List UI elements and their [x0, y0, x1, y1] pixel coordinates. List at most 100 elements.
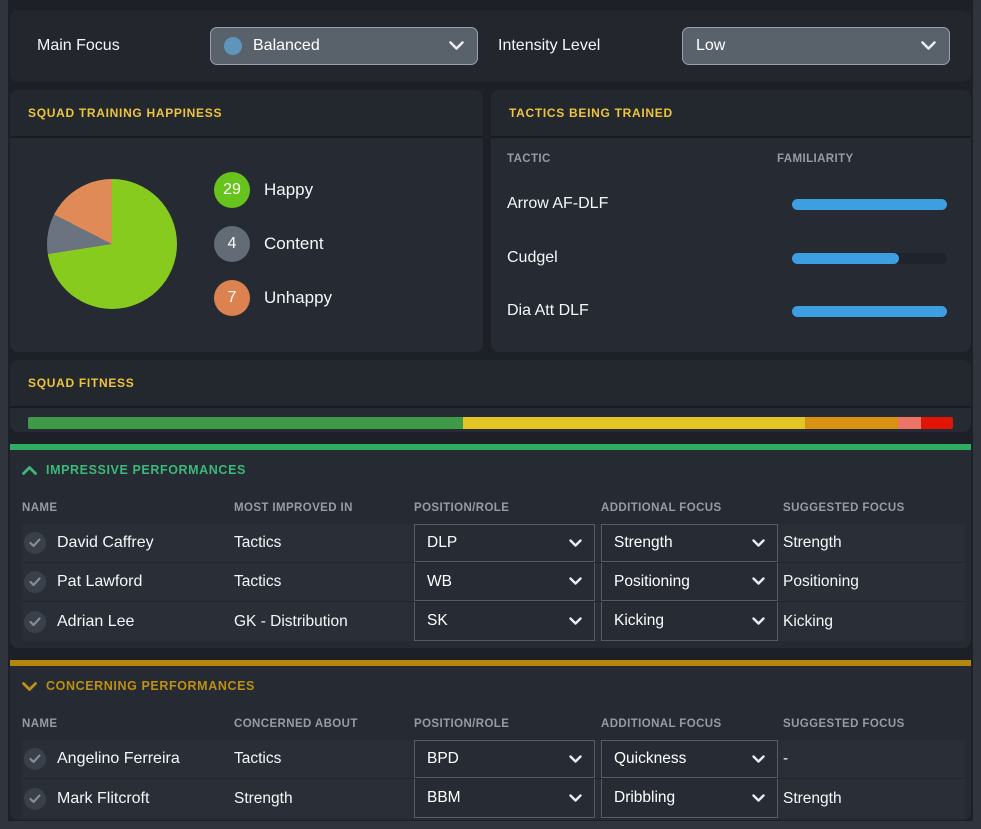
- player-row[interactable]: Pat Lawford Tactics WB Positioning Posit…: [22, 563, 965, 602]
- chevron-down-icon: [569, 754, 582, 764]
- position-role-value: DLP: [427, 534, 458, 551]
- tactic-name: Arrow AF-DLF: [507, 195, 609, 212]
- happiness-body: 29 Happy 4 Content 7 Unhappy: [10, 138, 483, 350]
- chevron-down-icon: [569, 577, 582, 586]
- most-improved-cell: Tactics: [234, 534, 282, 551]
- position-role-value: BBM: [427, 789, 461, 806]
- fitness-segment: [920, 417, 953, 429]
- section-title: IMPRESSIVE PERFORMANCES: [46, 463, 246, 477]
- impressive-performances-section: IMPRESSIVE PERFORMANCES NAME MOST IMPROV…: [10, 450, 971, 648]
- unhappy-count-badge: 7: [214, 280, 250, 316]
- squad-training-happiness-panel: SQUAD TRAINING HAPPINESS 29 Happy 4 Cont…: [10, 90, 483, 352]
- check-icon[interactable]: [24, 787, 46, 810]
- player-name: Adrian Lee: [57, 612, 135, 630]
- legend-item-happy: 29 Happy: [214, 172, 313, 208]
- concerning-rows: Angelino Ferreira Tactics BPD Quickness …: [10, 740, 971, 818]
- squad-fitness-body: [10, 408, 971, 430]
- squad-fitness-panel: SQUAD FITNESS: [10, 360, 971, 432]
- suggested-focus-cell: Strength: [783, 789, 842, 807]
- suggested-focus-column-header: SUGGESTED FOCUS: [783, 718, 905, 730]
- check-icon[interactable]: [24, 571, 46, 593]
- collapse-chevron-icon: [22, 465, 37, 475]
- position-role-column-header: POSITION/ROLE: [414, 502, 510, 514]
- concerning-section-header[interactable]: CONCERNING PERFORMANCES: [10, 672, 971, 700]
- additional-focus-dropdown[interactable]: Kicking: [601, 602, 778, 641]
- tactic-row[interactable]: Arrow AF-DLF: [507, 186, 947, 222]
- position-role-column-header: POSITION/ROLE: [414, 718, 510, 730]
- tactic-column-header: TACTIC: [507, 153, 551, 165]
- position-role-value: BPD: [427, 750, 459, 767]
- suggested-focus-column-header: SUGGESTED FOCUS: [783, 502, 905, 514]
- position-role-dropdown[interactable]: SK: [414, 602, 595, 641]
- player-row[interactable]: Angelino Ferreira Tactics BPD Quickness …: [22, 740, 965, 779]
- expand-chevron-icon: [22, 681, 37, 691]
- squad-fitness-header: SQUAD FITNESS: [10, 360, 971, 408]
- most-improved-cell: GK - Distribution: [234, 612, 348, 630]
- legend-item-content: 4 Content: [214, 226, 324, 262]
- familiarity-bar: [792, 252, 947, 264]
- intensity-level-dropdown[interactable]: Low: [682, 27, 950, 65]
- panel-title: SQUAD TRAINING HAPPINESS: [28, 106, 223, 120]
- position-role-dropdown[interactable]: DLP: [414, 524, 595, 562]
- main-focus-dropdown[interactable]: Balanced: [210, 27, 478, 65]
- player-name: Pat Lawford: [57, 573, 143, 590]
- additional-focus-dropdown[interactable]: Quickness: [601, 740, 778, 778]
- concerned-about-column-header: CONCERNED ABOUT: [234, 718, 358, 730]
- chevron-down-icon: [449, 41, 464, 51]
- tactics-panel-header: TACTICS BEING TRAINED: [491, 90, 971, 138]
- additional-focus-value: Dribbling: [614, 789, 676, 806]
- additional-focus-value: Positioning: [614, 572, 690, 590]
- familiarity-bar: [792, 198, 947, 210]
- most-improved-cell: Tactics: [234, 573, 282, 590]
- chevron-down-icon: [569, 793, 582, 803]
- balanced-dot-icon: [224, 37, 242, 55]
- player-name-cell: Adrian Lee: [22, 602, 234, 641]
- player-row[interactable]: Mark Flitcroft Strength BBM Dribbling St…: [22, 779, 965, 818]
- player-name-cell: Angelino Ferreira: [22, 740, 234, 778]
- additional-focus-dropdown[interactable]: Positioning: [601, 563, 778, 601]
- chevron-down-icon: [752, 538, 765, 548]
- fitness-segment: [28, 417, 463, 429]
- chevron-down-icon: [569, 616, 582, 626]
- suggested-focus-cell: Positioning: [783, 573, 859, 590]
- impressive-accent-border: [10, 444, 971, 450]
- fitness-segment: [805, 417, 898, 429]
- fitness-segment: [462, 417, 805, 429]
- additional-focus-dropdown[interactable]: Strength: [601, 524, 778, 562]
- most-improved-column-header: MOST IMPROVED IN: [234, 502, 353, 514]
- squad-fitness-bar: [28, 417, 953, 429]
- content-count-badge: 4: [214, 226, 250, 262]
- legend-item-unhappy: 7 Unhappy: [214, 280, 332, 316]
- check-icon[interactable]: [24, 532, 46, 554]
- additional-focus-value: Strength: [614, 534, 673, 551]
- position-role-dropdown[interactable]: BBM: [414, 779, 595, 818]
- suggested-focus-cell: Strength: [783, 534, 842, 551]
- tactic-row[interactable]: Dia Att DLF: [507, 293, 947, 329]
- check-icon[interactable]: [24, 748, 46, 770]
- impressive-section-header[interactable]: IMPRESSIVE PERFORMANCES: [10, 456, 971, 484]
- player-row[interactable]: Adrian Lee GK - Distribution SK Kicking …: [22, 602, 965, 641]
- check-icon[interactable]: [24, 610, 46, 633]
- suggested-focus-cell: Kicking: [783, 612, 833, 630]
- additional-focus-dropdown[interactable]: Dribbling: [601, 779, 778, 818]
- tactic-row[interactable]: Cudgel: [507, 240, 947, 276]
- additional-focus-column-header: ADDITIONAL FOCUS: [601, 502, 722, 514]
- intensity-level-label: Intensity Level: [498, 37, 601, 54]
- main-focus-label: Main Focus: [37, 37, 120, 54]
- chevron-down-icon: [569, 538, 582, 548]
- name-column-header: NAME: [22, 718, 58, 730]
- player-name-cell: David Caffrey: [22, 524, 234, 562]
- player-row[interactable]: David Caffrey Tactics DLP Strength Stren…: [22, 524, 965, 563]
- training-focus-bar: Main Focus Balanced Intensity Level Low: [10, 10, 971, 82]
- panel-title: SQUAD FITNESS: [28, 376, 135, 390]
- concerned-about-cell: Tactics: [234, 750, 282, 767]
- position-role-dropdown[interactable]: BPD: [414, 740, 595, 778]
- squad-training-happiness-header: SQUAD TRAINING HAPPINESS: [10, 90, 483, 138]
- additional-focus-value: Kicking: [614, 612, 664, 629]
- position-role-dropdown[interactable]: WB: [414, 563, 595, 601]
- tactics-being-trained-panel: TACTICS BEING TRAINED TACTIC FAMILIARITY…: [491, 90, 971, 352]
- position-role-value: SK: [427, 612, 448, 629]
- fitness-segment: [897, 417, 921, 429]
- happy-count-badge: 29: [214, 172, 250, 208]
- familiarity-bar: [792, 305, 947, 317]
